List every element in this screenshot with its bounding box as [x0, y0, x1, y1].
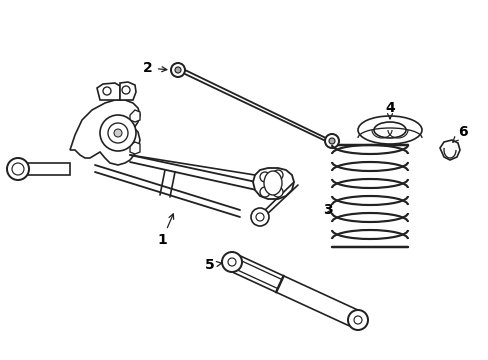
- Polygon shape: [130, 142, 140, 154]
- Text: 1: 1: [157, 214, 173, 247]
- Ellipse shape: [264, 171, 282, 195]
- Circle shape: [103, 87, 111, 95]
- Polygon shape: [70, 100, 140, 165]
- Polygon shape: [229, 257, 282, 289]
- Circle shape: [272, 170, 283, 180]
- Polygon shape: [97, 83, 120, 100]
- Circle shape: [328, 138, 334, 144]
- Circle shape: [227, 258, 236, 266]
- Polygon shape: [18, 163, 70, 175]
- Circle shape: [7, 158, 29, 180]
- Polygon shape: [252, 168, 293, 199]
- Circle shape: [250, 208, 268, 226]
- Circle shape: [325, 134, 338, 148]
- Ellipse shape: [357, 116, 421, 144]
- Text: 3: 3: [323, 203, 332, 217]
- Ellipse shape: [373, 122, 405, 138]
- Polygon shape: [120, 82, 136, 100]
- Circle shape: [272, 187, 283, 197]
- Circle shape: [12, 163, 24, 175]
- Circle shape: [256, 213, 264, 221]
- Polygon shape: [439, 140, 459, 160]
- Circle shape: [260, 172, 269, 182]
- Circle shape: [222, 252, 242, 272]
- Circle shape: [122, 86, 130, 94]
- Circle shape: [114, 129, 122, 137]
- Circle shape: [353, 316, 361, 324]
- Polygon shape: [228, 254, 361, 328]
- Circle shape: [108, 123, 128, 143]
- Circle shape: [175, 67, 181, 73]
- Circle shape: [260, 187, 269, 197]
- Circle shape: [347, 310, 367, 330]
- Circle shape: [171, 63, 184, 77]
- Text: 5: 5: [204, 258, 221, 272]
- Polygon shape: [130, 110, 140, 122]
- Circle shape: [100, 115, 136, 151]
- Text: 6: 6: [452, 125, 467, 142]
- Text: 4: 4: [385, 101, 394, 119]
- Text: 2: 2: [143, 61, 166, 75]
